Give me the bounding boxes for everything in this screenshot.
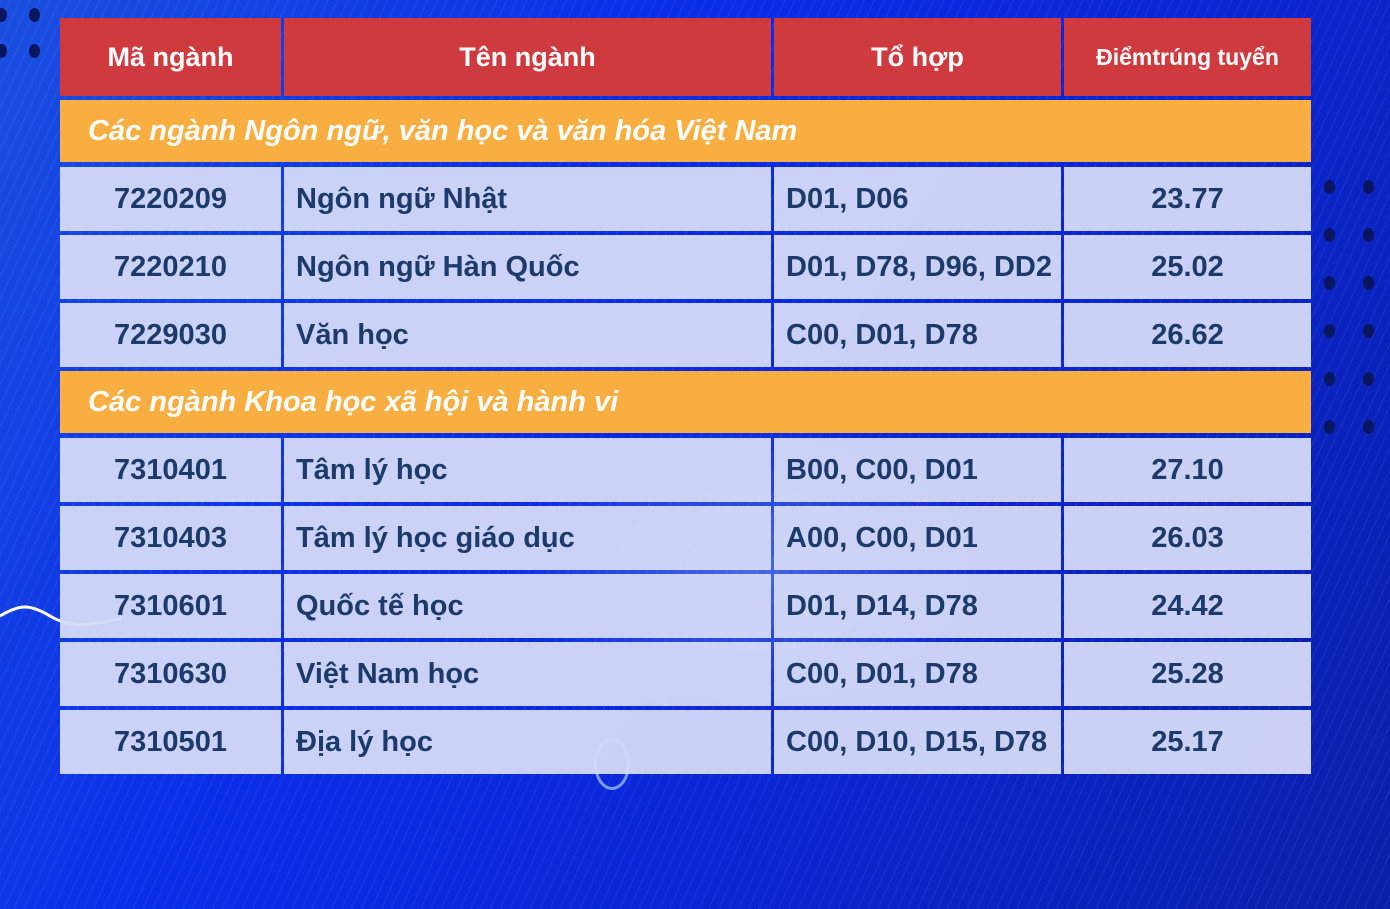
decorative-dots-left: [0, 8, 40, 58]
table-row: 7310401 Tâm lý học B00, C00, D01 27.10: [60, 438, 1311, 502]
table-row: 7310630 Việt Nam học C00, D01, D78 25.28: [60, 642, 1311, 706]
header-name: Tên ngành: [284, 18, 771, 96]
cell-combo: C00, D01, D78: [774, 642, 1061, 706]
decorative-dots-right: [1324, 180, 1374, 434]
cell-combo: A00, C00, D01: [774, 506, 1061, 570]
cell-combo: C00, D10, D15, D78: [774, 710, 1061, 774]
header-score: Điểm trúng tuyển: [1064, 18, 1311, 96]
cell-score: 23.77: [1064, 167, 1311, 231]
cell-name: Ngôn ngữ Hàn Quốc: [284, 235, 771, 299]
cell-score: 27.10: [1064, 438, 1311, 502]
table-row: 7310403 Tâm lý học giáo dục A00, C00, D01 2…: [60, 506, 1311, 570]
table-row: 7220209 Ngôn ngữ Nhật D01, D06 23.77: [60, 167, 1311, 231]
header-score-line2: trúng tuyển: [1152, 44, 1279, 70]
cell-code: 7229030: [60, 303, 281, 367]
table-row: 7310501 Địa lý học C00, D10, D15, D78 25.17: [60, 710, 1311, 774]
group-heading: Các ngành Khoa học xã hội và hành vi: [60, 371, 1311, 433]
cell-score: 24.42: [1064, 574, 1311, 638]
cell-code: 7310630: [60, 642, 281, 706]
table-row: 7310601 Quốc tế học D01, D14, D78 24.42: [60, 574, 1311, 638]
cell-name: Tâm lý học: [284, 438, 771, 502]
table-header: Mã ngành Tên ngành Tổ hợp Điểm trúng tuyể…: [60, 18, 1311, 96]
cell-name: Ngôn ngữ Nhật: [284, 167, 771, 231]
cell-combo: B00, C00, D01: [774, 438, 1061, 502]
table-row: 7220210 Ngôn ngữ Hàn Quốc D01, D78, D96, D…: [60, 235, 1311, 299]
header-combo: Tổ hợp: [774, 18, 1061, 96]
header-code: Mã ngành: [60, 18, 281, 96]
cell-code: 7220210: [60, 235, 281, 299]
cell-combo: D01, D14, D78: [774, 574, 1061, 638]
cell-score: 26.62: [1064, 303, 1311, 367]
cell-name: Địa lý học: [284, 710, 771, 774]
cell-code: 7310401: [60, 438, 281, 502]
cell-code: 7310403: [60, 506, 281, 570]
cell-name: Văn học: [284, 303, 771, 367]
cell-code: 7310601: [60, 574, 281, 638]
header-score-line1: Điểm: [1096, 44, 1153, 70]
cell-name: Quốc tế học: [284, 574, 771, 638]
group-heading: Các ngành Ngôn ngữ, văn học và văn hóa V…: [60, 100, 1311, 162]
admission-score-table: Mã ngành Tên ngành Tổ hợp Điểm trúng tuyể…: [60, 18, 1311, 778]
cell-score: 25.02: [1064, 235, 1311, 299]
cell-name: Tâm lý học giáo dục: [284, 506, 771, 570]
cell-combo: D01, D78, D96, DD2: [774, 235, 1061, 299]
table-row: 7229030 Văn học C00, D01, D78 26.62: [60, 303, 1311, 367]
cell-score: 26.03: [1064, 506, 1311, 570]
cell-code: 7220209: [60, 167, 281, 231]
cell-score: 25.17: [1064, 710, 1311, 774]
cell-code: 7310501: [60, 710, 281, 774]
cell-combo: C00, D01, D78: [774, 303, 1061, 367]
cell-name: Việt Nam học: [284, 642, 771, 706]
cell-combo: D01, D06: [774, 167, 1061, 231]
cell-score: 25.28: [1064, 642, 1311, 706]
